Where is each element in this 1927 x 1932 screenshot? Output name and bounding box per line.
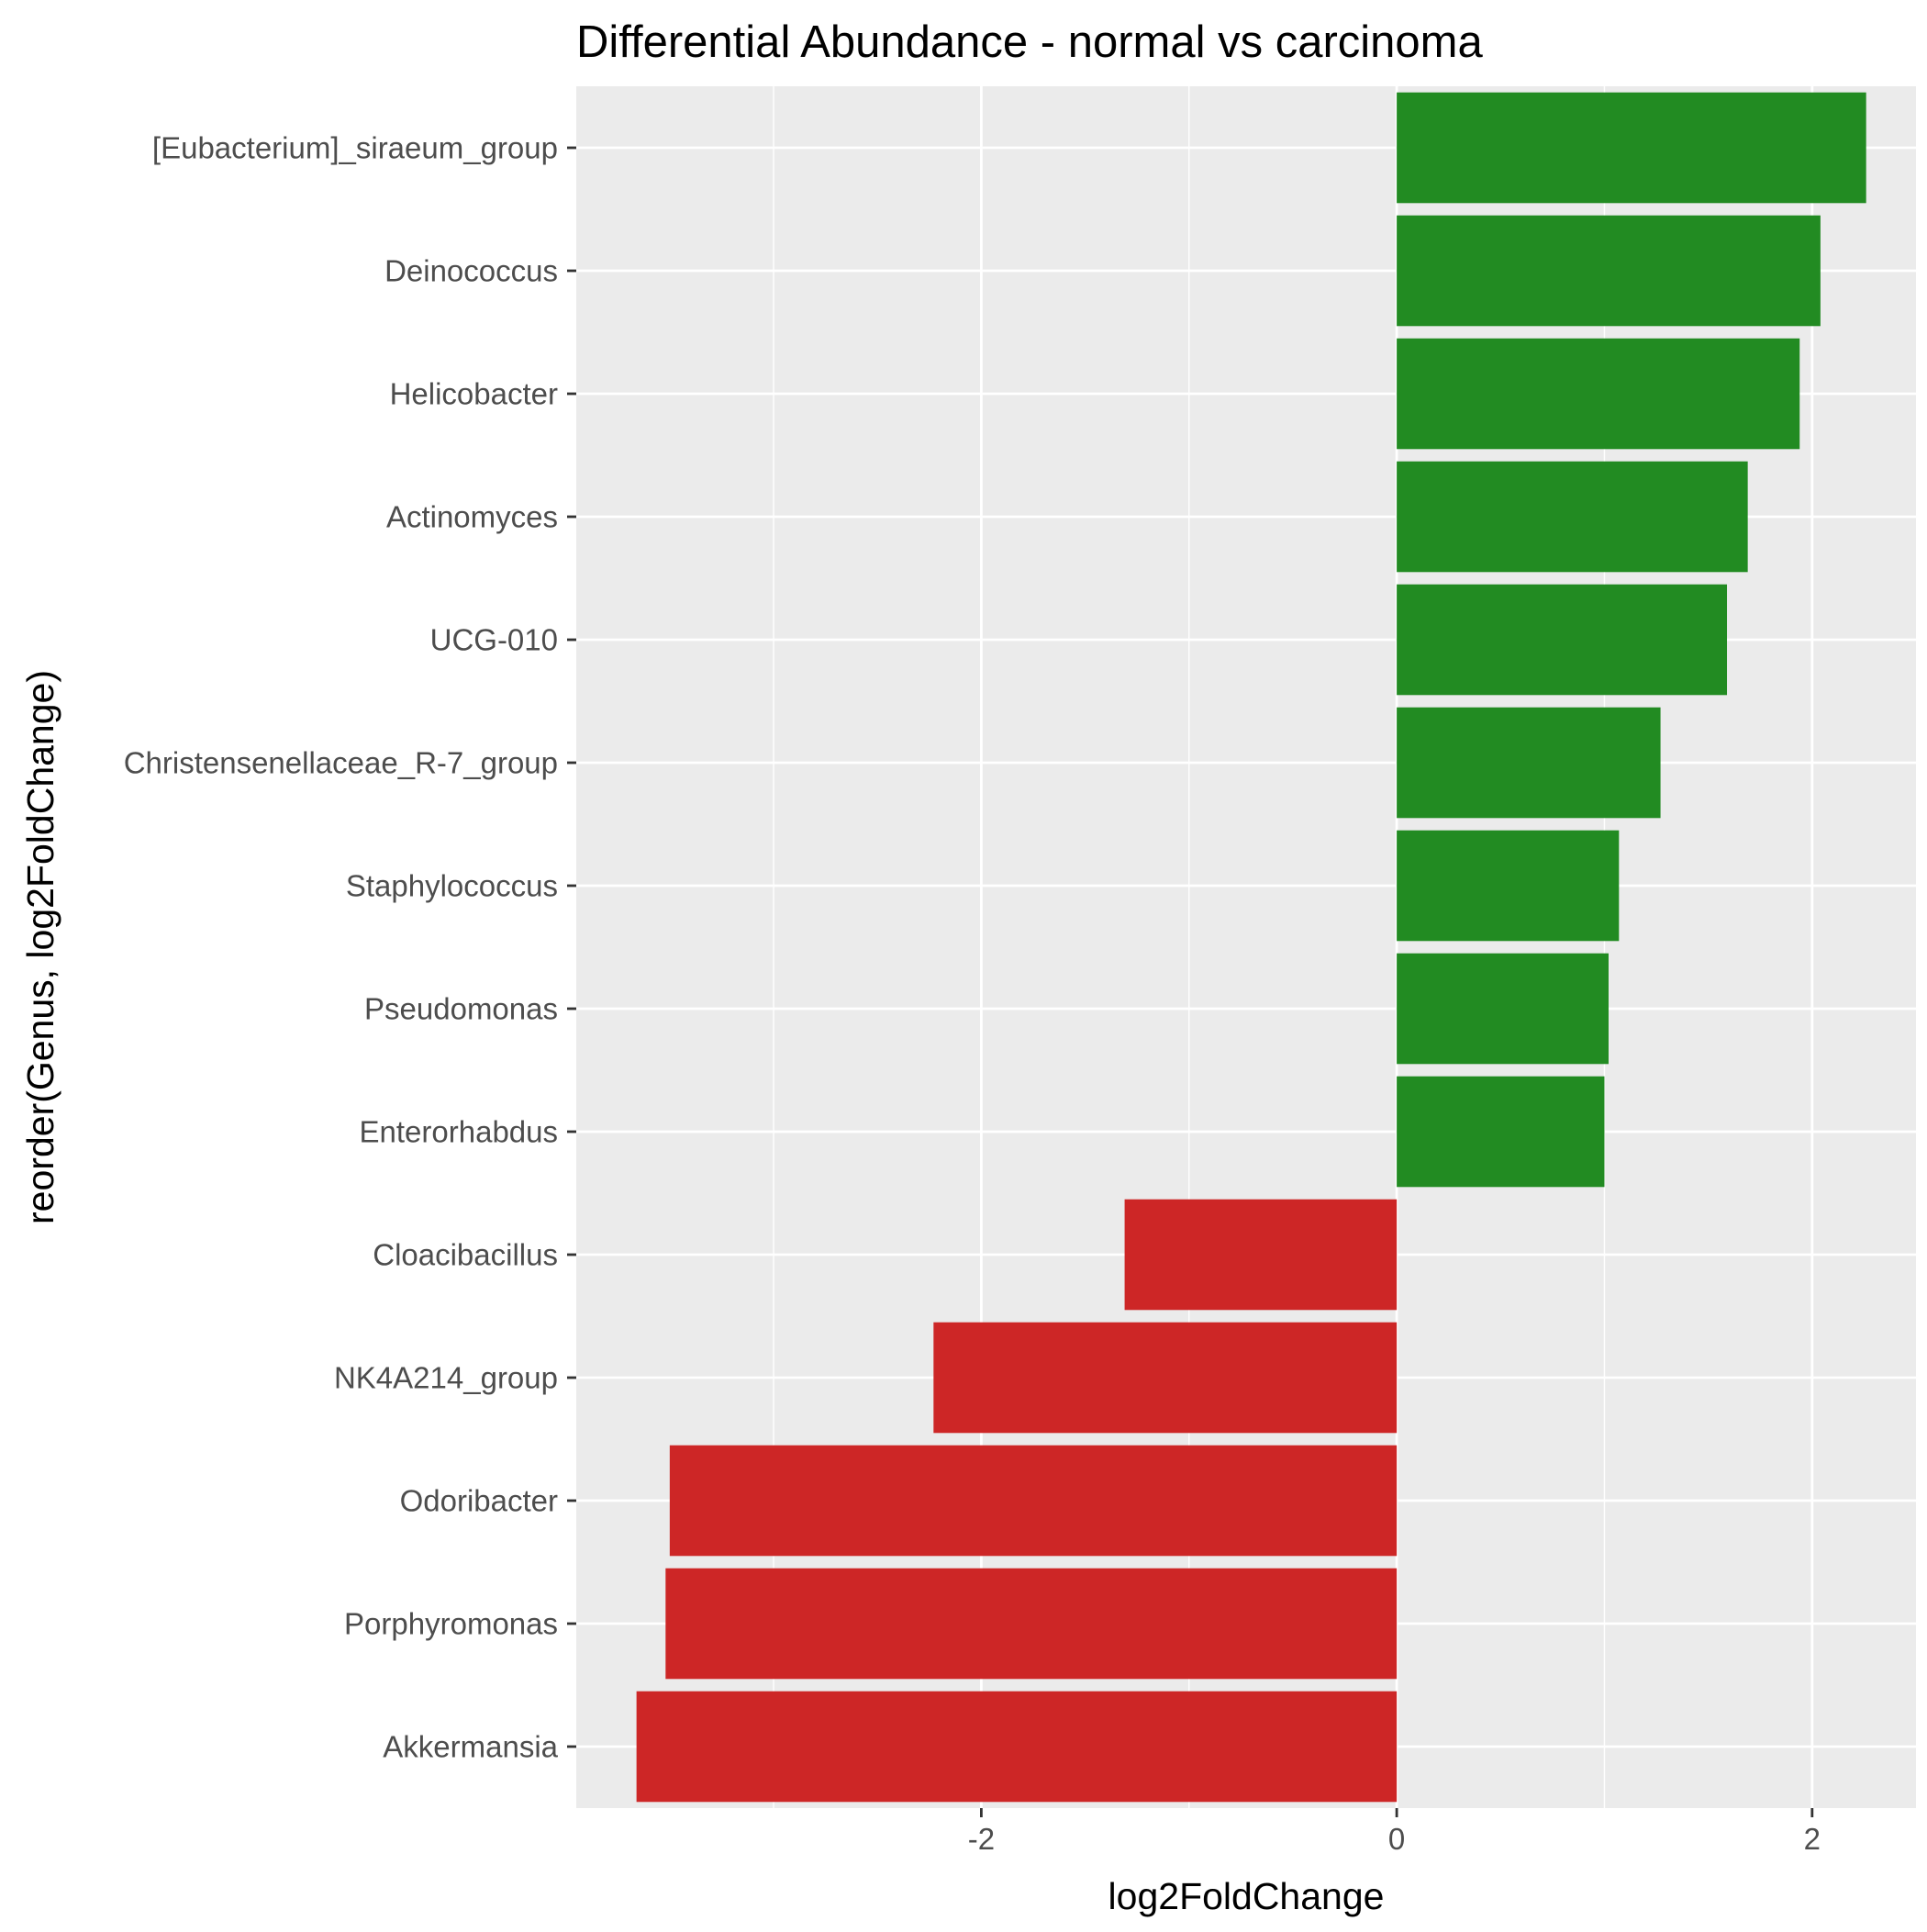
bar-pseudomonas [1397,953,1609,1065]
bar-helicobacter [1397,338,1800,450]
y-tick-label: Christensenellaceae_R-7_group [124,746,558,780]
y-tick-label: Cloacibacillus [373,1238,558,1272]
y-tick-label: Enterorhabdus [360,1115,558,1149]
bar-enterorhabdus [1397,1076,1605,1188]
x-tick-label: -2 [968,1822,995,1856]
bar-cloacibacillus [1124,1199,1398,1311]
chart-title: Differential Abundance - normal vs carci… [576,17,1484,67]
bar-akkermansia [636,1691,1398,1803]
bar-odoribacter [669,1445,1398,1557]
bar-ucg-010 [1397,584,1728,696]
y-tick-label: Deinococcus [384,254,558,288]
y-tick-label: Akkermansia [383,1730,558,1764]
bar-porphyromonas [665,1568,1398,1680]
y-tick-label: Helicobacter [390,377,558,411]
y-tick-label: Actinomyces [386,500,558,534]
y-tick-label: [Eubacterium]_siraeum_group [152,131,558,165]
bar-eubacterium-siraeum-group [1397,92,1866,204]
bar-actinomyces [1397,461,1748,573]
y-tick-label: NK4A214_group [334,1361,558,1395]
y-axis: [Eubacterium]_siraeum_group Deinococcus He… [124,131,576,1764]
x-tick-label: 0 [1388,1822,1405,1856]
y-axis-title: reorder(Genus, log2FoldChange) [19,670,61,1224]
bar-nk4a214-group [933,1322,1398,1434]
y-tick-label: UCG-010 [430,623,558,657]
bars [636,92,1866,1803]
y-tick-label: Staphylococcus [346,869,558,903]
bar-deinococcus [1397,215,1821,327]
x-axis: -2 0 2 [968,1808,1821,1856]
y-tick-label: Odoribacter [400,1484,558,1518]
x-tick-label: 2 [1804,1822,1821,1856]
x-axis-title: log2FoldChange [1108,1875,1385,1917]
bar-christensenellaceae-r-7-group [1397,707,1661,819]
y-tick-label: Pseudomonas [364,992,558,1026]
y-tick-label: Porphyromonas [344,1607,558,1641]
bar-staphylococcus [1397,830,1620,942]
